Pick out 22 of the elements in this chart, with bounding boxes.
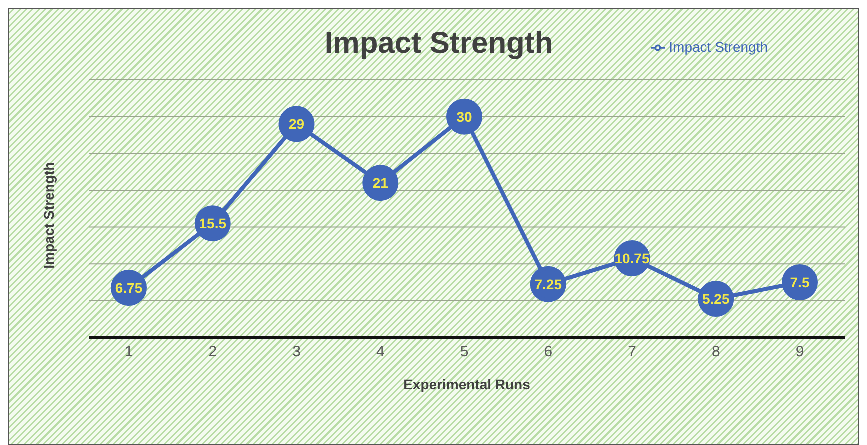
x-tick-label: 3 [292,343,301,360]
data-label: 15.5 [199,216,227,232]
x-tick-label: 5 [460,343,469,360]
x-axis-title: Experimental Runs [404,376,531,393]
data-label: 5.25 [702,291,730,308]
data-label: 30 [456,108,472,125]
data-label: 6.75 [115,280,143,296]
x-tick-label: 1 [124,343,134,360]
legend-label: Impact Strength [669,39,768,55]
x-tick-label: 4 [376,343,385,360]
x-tick-label: 6 [544,343,553,360]
data-label: 7.5 [790,274,810,290]
y-axis-title: Impact Strength [40,162,57,269]
data-label: 21 [372,175,389,192]
data-label: 29 [288,116,305,132]
x-tick-label: 7 [628,343,636,360]
x-tick-label: 8 [712,343,720,360]
data-label: 7.25 [534,276,562,292]
x-tick-label: 9 [796,343,804,360]
chart-title: Impact Strength [324,27,554,61]
data-label: 10.75 [614,250,650,267]
x-tick-label: 2 [208,343,218,360]
